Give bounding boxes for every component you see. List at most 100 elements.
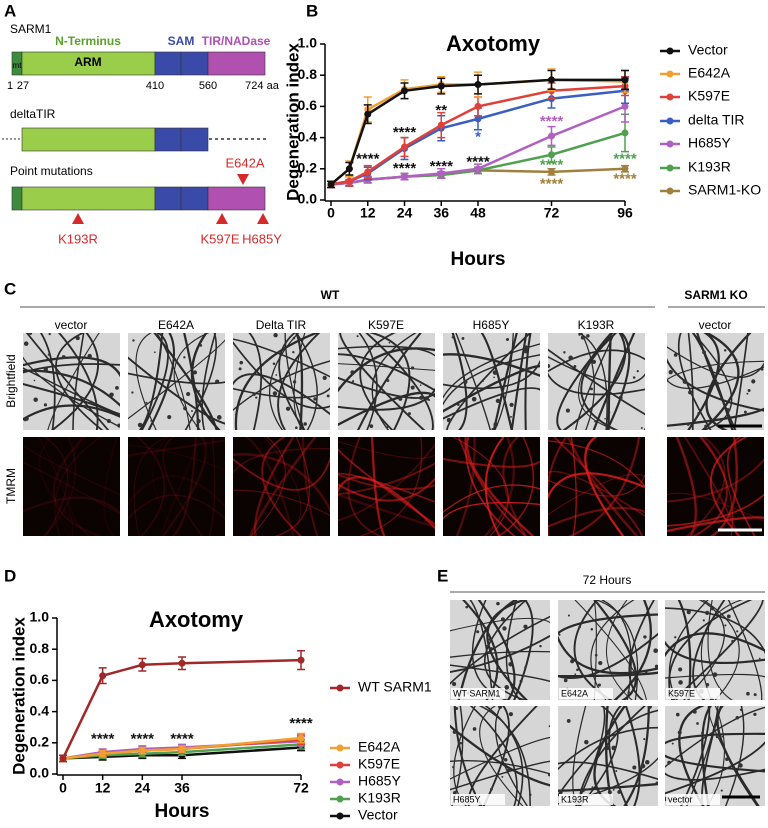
tir-domain	[207, 186, 266, 211]
neurite	[443, 359, 540, 390]
data-point	[327, 180, 335, 188]
x-tick-label: 48	[470, 205, 486, 221]
debris	[451, 336, 454, 339]
significance-label: ****	[540, 113, 564, 130]
neurite	[505, 600, 522, 700]
debris	[548, 364, 551, 369]
neurite	[356, 333, 422, 430]
neurite	[575, 706, 606, 806]
debris	[524, 666, 527, 669]
debris	[716, 381, 720, 385]
neurite	[261, 437, 303, 536]
debris	[720, 789, 723, 792]
micrograph	[667, 437, 764, 536]
neurite	[128, 372, 225, 385]
position-label: 560	[199, 80, 217, 92]
neurite	[469, 706, 518, 806]
debris	[508, 661, 513, 667]
debris	[408, 412, 411, 416]
neurite	[161, 437, 207, 536]
neurite	[443, 343, 540, 400]
debris	[574, 673, 577, 676]
neurite	[677, 333, 712, 430]
neurite	[478, 706, 531, 806]
neurite	[665, 732, 765, 745]
debris	[238, 367, 242, 371]
debris	[191, 410, 193, 413]
debris	[738, 762, 741, 765]
data-point	[621, 102, 629, 110]
neurite	[233, 338, 330, 378]
y-axis-label: Degeneration index	[9, 617, 28, 775]
debris	[272, 362, 276, 366]
debris	[489, 647, 494, 651]
debris	[322, 375, 327, 380]
panel-title: 72 Hours	[583, 573, 632, 587]
y-tick-label: 0.4	[30, 702, 50, 718]
debris	[692, 709, 697, 714]
debris	[565, 408, 570, 413]
x-tick-label: 12	[360, 205, 376, 221]
data-point	[364, 168, 372, 176]
debris	[753, 693, 757, 697]
neurite	[371, 437, 386, 536]
debris	[452, 681, 457, 687]
debris	[611, 745, 617, 751]
debris	[632, 376, 636, 379]
image-background	[548, 333, 645, 430]
significance-label: ****	[170, 731, 194, 748]
neurite	[173, 333, 210, 430]
debris	[492, 370, 498, 375]
neurite	[605, 333, 631, 430]
micrograph	[128, 437, 225, 536]
data-point	[548, 168, 555, 176]
debris	[686, 423, 690, 426]
debris	[459, 741, 462, 745]
neurite	[709, 437, 749, 536]
y-tick-label: 0.6	[298, 97, 318, 113]
neurite	[692, 600, 726, 700]
neurite	[159, 437, 202, 536]
significance-label: ****	[613, 171, 637, 188]
debris	[196, 418, 201, 424]
neurite	[359, 333, 397, 430]
neurite	[338, 448, 435, 526]
debris	[508, 712, 513, 717]
debris	[704, 736, 707, 739]
mutation-marker	[72, 213, 84, 224]
neurite	[250, 437, 286, 536]
debris	[425, 396, 429, 401]
neurite	[727, 437, 756, 536]
neurite	[484, 437, 505, 536]
debris	[61, 355, 66, 360]
domain-label: SAM	[168, 34, 195, 48]
debris	[704, 424, 707, 428]
neurite	[338, 347, 435, 393]
data-point	[99, 672, 107, 680]
neurite	[50, 333, 99, 430]
debris	[285, 406, 291, 411]
debris	[28, 333, 33, 335]
data-point	[437, 121, 445, 129]
group-label: SARM1 KO	[684, 288, 747, 302]
neurite	[624, 706, 641, 806]
neurite	[584, 437, 625, 536]
data-point	[364, 110, 372, 118]
debris	[476, 630, 480, 634]
position-label: 410	[146, 80, 164, 92]
column-label: vector	[55, 318, 88, 332]
panel-label: E	[437, 566, 448, 585]
legend-label: H685Y	[358, 773, 401, 789]
neurite	[443, 365, 540, 413]
neurite	[682, 600, 725, 700]
image-background	[443, 437, 540, 536]
neurite	[558, 761, 658, 781]
debris	[721, 735, 724, 738]
debris	[760, 367, 764, 371]
domain-label: TIR/NADase	[202, 34, 271, 48]
debris	[743, 410, 747, 414]
neurite	[295, 333, 318, 430]
debris	[523, 624, 528, 629]
debris	[643, 635, 647, 639]
y-tick-label: 1.0	[298, 35, 318, 51]
